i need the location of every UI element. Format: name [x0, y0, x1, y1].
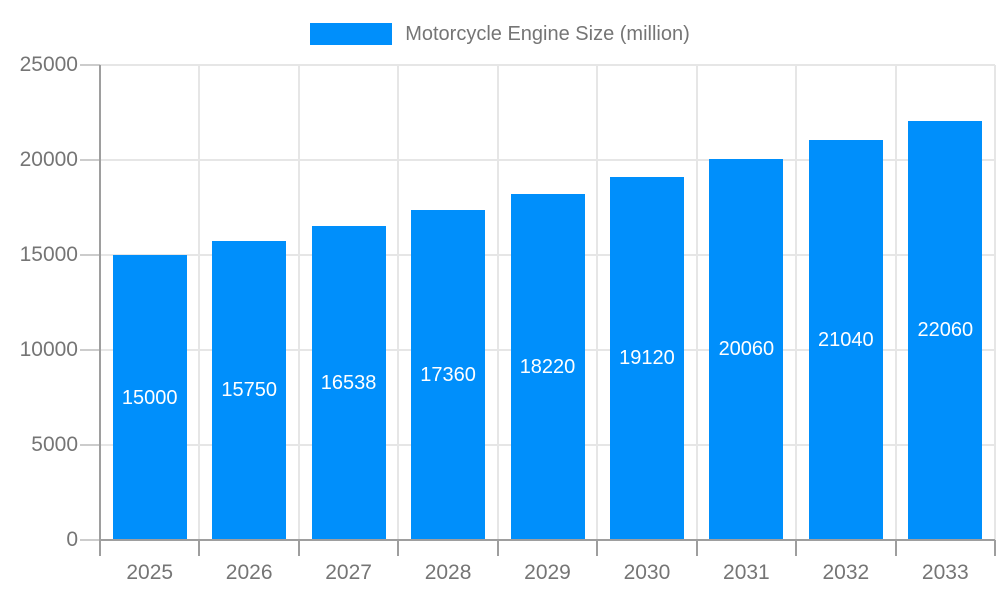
x-axis-tick	[994, 540, 996, 556]
legend: Motorcycle Engine Size (million)	[0, 22, 1000, 46]
gridline-vertical	[397, 65, 400, 540]
gridline-horizontal	[100, 159, 995, 161]
bar-value-label: 22060	[917, 319, 974, 342]
bar-value-label: 21040	[818, 329, 874, 352]
bar	[609, 176, 684, 540]
gridline-vertical	[596, 65, 599, 540]
x-axis-label: 2032	[822, 561, 870, 584]
y-axis-line	[99, 65, 101, 556]
bar-value-label: 17360	[420, 364, 476, 387]
y-axis-label: 0	[66, 528, 78, 551]
x-axis-label: 2027	[325, 561, 372, 584]
gridline-vertical	[198, 65, 201, 540]
x-axis-label: 2033	[921, 561, 969, 584]
gridline-horizontal	[100, 64, 995, 66]
gridline-vertical	[496, 65, 499, 540]
bar	[510, 193, 585, 540]
y-axis-label: 15000	[19, 243, 78, 266]
y-axis-label: 10000	[19, 338, 78, 361]
x-axis-tick	[496, 540, 499, 556]
bar-value-label: 19120	[619, 347, 675, 370]
x-axis-label: 2029	[524, 561, 571, 584]
x-axis-line	[99, 539, 995, 541]
gridline-vertical	[994, 65, 996, 540]
y-axis-tick	[80, 159, 100, 161]
y-axis-tick	[80, 254, 100, 256]
bar	[212, 240, 287, 540]
x-axis-tick	[795, 540, 798, 556]
x-axis-tick	[297, 540, 300, 556]
bar	[808, 140, 883, 540]
bar	[709, 158, 784, 540]
gridline-vertical	[894, 65, 897, 540]
bar-value-label: 15000	[121, 386, 178, 409]
y-axis-label: 20000	[19, 148, 78, 171]
bar-value-label: 15750	[221, 379, 277, 402]
x-axis-label: 2026	[225, 561, 273, 584]
y-axis-tick	[80, 349, 100, 351]
y-axis-tick	[80, 539, 100, 541]
bar	[411, 210, 486, 540]
bar	[311, 225, 386, 540]
y-axis-label: 5000	[31, 433, 78, 456]
y-axis-label: 25000	[19, 53, 78, 76]
gridline-vertical	[297, 65, 300, 540]
x-axis-label: 2031	[723, 561, 770, 584]
gridline-vertical	[795, 65, 798, 540]
bar-value-label: 18220	[519, 355, 576, 378]
x-axis-tick	[596, 540, 599, 556]
bar-value-label: 20060	[718, 338, 775, 361]
x-axis-tick	[894, 540, 897, 556]
x-axis-label: 2030	[623, 561, 671, 584]
bar-value-label: 16538	[320, 371, 377, 394]
gridline-vertical	[695, 65, 698, 540]
legend-label: Motorcycle Engine Size (million)	[405, 22, 690, 45]
legend-swatch	[310, 23, 393, 45]
x-axis-tick	[397, 540, 400, 556]
x-axis-tick	[695, 540, 698, 556]
bar	[908, 120, 983, 540]
y-axis-tick	[80, 64, 100, 66]
bar	[112, 255, 187, 540]
x-axis-label: 2028	[424, 561, 472, 584]
x-axis-tick	[198, 540, 201, 556]
y-axis-tick	[80, 444, 100, 446]
x-axis-label: 2025	[126, 561, 174, 584]
